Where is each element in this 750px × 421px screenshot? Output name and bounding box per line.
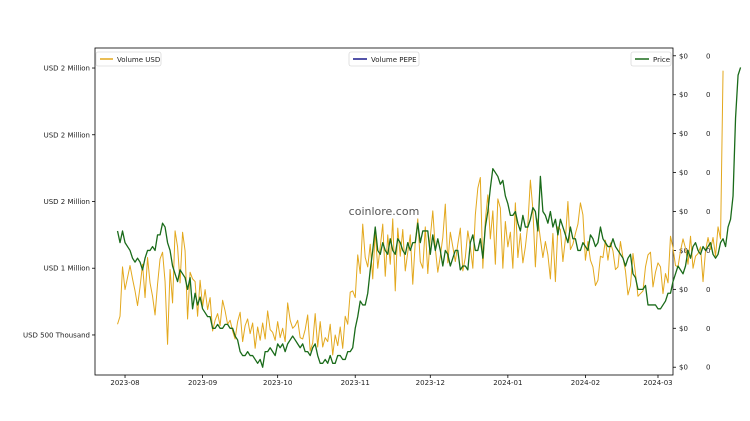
right-axis-price-tick-label: $0 <box>679 130 688 138</box>
right-axis-volume-tick-label: 0 <box>706 91 710 99</box>
right-axis-volume-tick-label: 0 <box>706 130 710 138</box>
right-axis-price-tick-label: $0 <box>679 91 688 99</box>
right-axis-volume-tick-label: 0 <box>706 208 710 216</box>
right-axis-price-tick-label: $0 <box>679 286 688 294</box>
legend-price: Price <box>630 51 672 67</box>
right-axis-volume-tick-label: 0 <box>706 247 710 255</box>
legend-label-price: Price <box>653 56 670 64</box>
legend-box <box>95 51 162 67</box>
right-axis-price-tick-label: $0 <box>679 325 688 333</box>
right-axis-price-tick-label: $0 <box>679 364 688 372</box>
watermark: coinlore.com <box>349 205 420 218</box>
right-axis-price-tick-label: $0 <box>679 169 688 177</box>
left-axis-tick-label: USD 2 Million <box>44 65 90 73</box>
x-axis-tick-label: 2023-09 <box>188 379 217 387</box>
right-axis-price-tick-label: $0 <box>679 208 688 216</box>
left-axis-tick-labels: USD 500 Thousand USD 1 Million USD 2 Milli… <box>23 65 90 340</box>
left-axis-tick-label: USD 500 Thousand <box>23 331 90 339</box>
x-axis-tick-label: 2024-02 <box>571 379 600 387</box>
left-axis-tick-label: USD 1 Million <box>44 265 90 273</box>
right-axis-volume-tick-label: 0 <box>706 286 710 294</box>
x-axis-tick-label: 2024-01 <box>493 379 522 387</box>
right-axis-volume-tick-labels: 0 0 0 0 0 0 0 0 0 <box>706 52 710 371</box>
x-axis-tick-label: 2023-11 <box>341 379 370 387</box>
left-axis-tick-label: USD 2 Million <box>44 198 90 206</box>
legend-box <box>630 51 672 67</box>
right-axis-volume-tick-label: 0 <box>706 52 710 60</box>
legend-label-volume-usd: Volume USD <box>117 56 160 64</box>
left-axis-tick-label: USD 2 Million <box>44 131 90 139</box>
legend-volume-usd: Volume USD <box>95 51 162 67</box>
series-line-price <box>116 67 742 368</box>
series-layer <box>116 67 742 368</box>
series-line-volume-usd <box>117 70 724 356</box>
legend-label-volume-pepe: Volume PEPE <box>371 56 417 64</box>
x-axis-tick-label: 2023-10 <box>263 379 292 387</box>
right-axis-volume-tick-label: 0 <box>706 325 710 333</box>
right-axis-price-tick-labels: $0 $0 $0 $0 $0 $0 $0 $0 $0 <box>679 52 688 371</box>
legend-volume-pepe: Volume PEPE <box>348 51 420 67</box>
x-axis-tick-label: 2024-03 <box>643 379 672 387</box>
right-axis-price-tick-label: $0 <box>679 247 688 255</box>
x-axis-tick-label: 2023-08 <box>110 379 139 387</box>
right-axis-volume-tick-label: 0 <box>706 364 710 372</box>
x-axis-tick-label: 2023-12 <box>416 379 445 387</box>
right-axis-price-tick-label: $0 <box>679 52 688 60</box>
x-axis-tick-labels: 2023-08 2023-09 2023-10 2023-11 2023-12 2024-… <box>110 379 672 387</box>
right-axis-volume-tick-label: 0 <box>706 169 710 177</box>
legend-box <box>348 51 420 67</box>
